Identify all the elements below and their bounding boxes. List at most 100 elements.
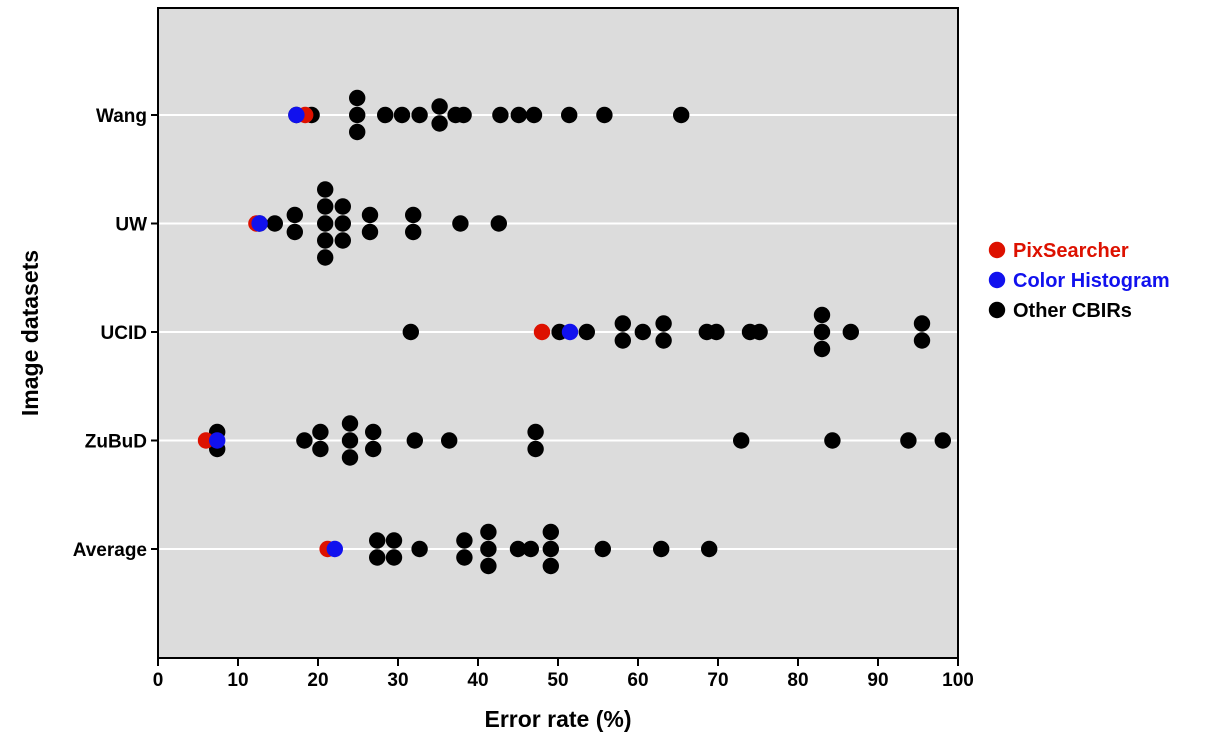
point-other-cbirs-average [411, 540, 428, 558]
point-other-cbirs-uw [452, 215, 469, 232]
point-other-cbirs-uw [266, 215, 283, 232]
legend: PixSearcher Color Histogram Other CBIRs [988, 240, 1170, 322]
point-other-cbirs-zubud [365, 423, 382, 441]
point-other-cbirs-wang [561, 106, 578, 124]
point-other-cbirs-uw [334, 215, 351, 232]
data-points [197, 89, 951, 575]
point-other-cbirs-ucid [655, 332, 672, 349]
legend-label-pixsearcher: PixSearcher [1013, 240, 1129, 262]
point-other-cbirs-zubud [527, 440, 544, 458]
point-other-cbirs-zubud [341, 432, 359, 449]
point-other-cbirs-zubud [341, 449, 359, 466]
point-other-cbirs-ucid [913, 332, 931, 349]
point-other-cbirs-uw [317, 198, 334, 215]
point-other-cbirs-zubud [441, 432, 458, 449]
point-other-cbirs-wang [349, 123, 366, 141]
point-other-cbirs-average [480, 523, 497, 541]
point-other-cbirs-uw [361, 223, 379, 241]
legend-marker-pixsearcher [988, 241, 1006, 259]
point-other-cbirs-uw [405, 206, 422, 224]
x-tick-label-10: 10 [227, 670, 248, 691]
point-other-cbirs-average [369, 549, 386, 566]
point-other-cbirs-uw [317, 215, 334, 232]
point-other-cbirs-average [456, 532, 473, 549]
point-pixsearcher-ucid [533, 323, 551, 341]
point-other-cbirs-average [385, 532, 403, 549]
point-other-cbirs-zubud [341, 415, 359, 432]
x-tick-label-90: 90 [867, 670, 888, 691]
point-color-histogram-ucid [561, 323, 579, 341]
point-other-cbirs-ucid [813, 323, 831, 341]
y-axis: Wang UW UCID ZuBuD Average [73, 106, 158, 561]
point-other-cbirs-wang [525, 106, 543, 124]
point-color-histogram-zubud [209, 432, 226, 449]
x-axis: 0 10 20 30 40 50 60 70 80 90 100 [153, 658, 974, 691]
point-other-cbirs-ucid [813, 306, 831, 324]
point-other-cbirs-zubud [296, 432, 313, 449]
point-other-cbirs-wang [349, 89, 366, 107]
point-other-cbirs-uw [317, 232, 334, 249]
point-other-cbirs-average [522, 540, 539, 558]
point-other-cbirs-zubud [312, 440, 329, 458]
point-other-cbirs-zubud [900, 432, 917, 449]
point-other-cbirs-ucid [614, 332, 631, 349]
point-other-cbirs-average [456, 549, 473, 566]
point-other-cbirs-average [385, 549, 403, 566]
point-other-cbirs-wang [673, 106, 690, 124]
point-other-cbirs-ucid [913, 315, 931, 332]
point-other-cbirs-average [480, 540, 497, 558]
point-other-cbirs-zubud [824, 432, 841, 449]
point-other-cbirs-uw [317, 249, 334, 266]
point-other-cbirs-average [542, 523, 559, 541]
point-other-cbirs-wang [431, 98, 448, 115]
point-other-cbirs-uw [286, 223, 303, 241]
point-other-cbirs-average [542, 557, 559, 575]
point-other-cbirs-wang [455, 106, 472, 124]
point-other-cbirs-average [701, 540, 718, 558]
point-other-cbirs-ucid [402, 323, 419, 341]
point-color-histogram-wang [288, 106, 305, 124]
point-other-cbirs-zubud [934, 432, 951, 449]
point-other-cbirs-zubud [733, 432, 750, 449]
x-tick-label-70: 70 [707, 670, 728, 691]
y-tick-label-uw: UW [115, 215, 147, 236]
y-tick-label-wang: Wang [96, 106, 147, 127]
x-tick-label-20: 20 [307, 670, 328, 691]
point-other-cbirs-zubud [365, 440, 382, 458]
point-other-cbirs-ucid [655, 315, 672, 332]
point-other-cbirs-wang [596, 106, 613, 124]
y-tick-label-average: Average [73, 540, 147, 561]
x-tick-label-0: 0 [153, 670, 164, 691]
point-other-cbirs-uw [334, 198, 351, 215]
point-color-histogram-average [326, 540, 343, 558]
point-other-cbirs-uw [490, 215, 507, 232]
point-other-cbirs-wang [492, 106, 509, 124]
point-other-cbirs-wang [431, 115, 448, 132]
x-tick-label-40: 40 [467, 670, 488, 691]
legend-marker-other-cbirs [988, 301, 1006, 319]
point-other-cbirs-average [369, 532, 386, 549]
point-other-cbirs-ucid [634, 323, 651, 341]
point-other-cbirs-wang [393, 106, 411, 124]
x-tick-label-100: 100 [942, 670, 974, 691]
point-other-cbirs-wang [411, 106, 428, 124]
point-other-cbirs-zubud [406, 432, 423, 449]
point-other-cbirs-zubud [527, 423, 544, 441]
point-other-cbirs-average [480, 557, 497, 575]
point-other-cbirs-ucid [614, 315, 631, 332]
point-other-cbirs-uw [334, 232, 351, 249]
y-axis-title: Image datasets [17, 250, 43, 416]
x-tick-label-50: 50 [547, 670, 568, 691]
legend-marker-color-histogram [988, 271, 1006, 289]
x-tick-label-60: 60 [627, 670, 648, 691]
x-tick-label-80: 80 [787, 670, 808, 691]
point-other-cbirs-ucid [813, 340, 831, 358]
point-other-cbirs-ucid [708, 323, 725, 341]
point-other-cbirs-uw [286, 206, 303, 224]
y-tick-label-ucid: UCID [101, 323, 147, 344]
point-other-cbirs-uw [317, 181, 334, 198]
legend-label-color-histogram: Color Histogram [1013, 270, 1170, 292]
point-other-cbirs-average [509, 540, 527, 558]
point-other-cbirs-average [594, 540, 611, 558]
